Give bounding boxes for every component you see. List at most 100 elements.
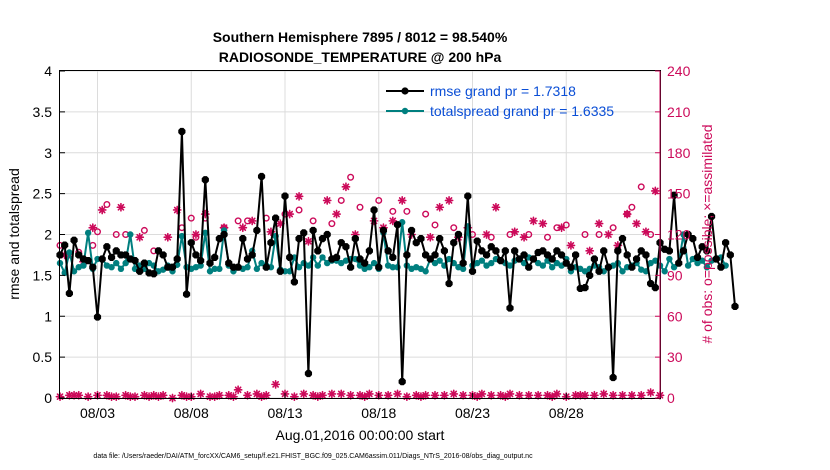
obs-possible-point xyxy=(356,203,364,211)
obs-possible-point xyxy=(581,230,589,238)
rmse-point xyxy=(539,247,547,255)
rmse-point xyxy=(412,239,420,247)
rmse-point xyxy=(473,237,481,245)
totalspread-point xyxy=(314,262,322,269)
rmse-point xyxy=(693,253,702,261)
rmse-point xyxy=(295,234,303,243)
totalspread-point xyxy=(370,259,378,267)
rmse-point xyxy=(628,263,636,271)
rmse-point xyxy=(243,255,252,263)
rmse-point xyxy=(572,251,580,259)
rmse-point xyxy=(356,255,364,263)
rmse-point xyxy=(567,263,575,271)
rmse-point xyxy=(225,259,233,267)
rmse-point xyxy=(379,226,388,235)
rmse-point xyxy=(492,247,500,255)
obs-assimilated-point xyxy=(196,389,206,399)
rmse-point xyxy=(595,267,603,275)
rmse-point xyxy=(703,247,711,255)
rmse-point xyxy=(272,214,280,222)
totalspread-point xyxy=(253,265,261,273)
obs-assimilated-point xyxy=(130,392,140,402)
y-tick-label-right: 30 xyxy=(667,349,683,365)
rmse-point xyxy=(501,247,509,255)
obs-assimilated-point xyxy=(388,216,398,226)
totalspread-point xyxy=(211,265,218,273)
rmse-point xyxy=(150,270,158,278)
totalspread-point xyxy=(305,262,312,269)
rmse-point xyxy=(75,251,83,259)
obs-possible-point xyxy=(450,224,458,232)
obs-assimilated-point xyxy=(111,392,121,402)
obs-assimilated-point xyxy=(214,390,224,400)
series-layer xyxy=(55,127,739,403)
totalspread-point xyxy=(703,264,711,271)
y-tick-label-left: 2 xyxy=(44,227,52,243)
obs-assimilated-point xyxy=(397,196,407,205)
obs-assimilated-point xyxy=(632,219,641,228)
obs-assimilated-point xyxy=(529,216,538,226)
rmse-point xyxy=(482,251,491,259)
y-tick-label-right: 180 xyxy=(667,145,691,161)
obs-assimilated-point xyxy=(346,390,356,400)
rmse-point xyxy=(426,255,434,263)
obs-assimilated-point xyxy=(332,209,341,219)
obs-assimilated-point xyxy=(318,390,327,400)
rmse-point xyxy=(154,247,163,255)
y-tick-label-left: 0 xyxy=(44,390,52,406)
obs-possible-point xyxy=(337,196,345,204)
obs-assimilated-point xyxy=(97,205,107,215)
rmse-point xyxy=(182,290,191,298)
obs-assimilated-point xyxy=(533,390,543,400)
obs-possible-point xyxy=(112,230,120,238)
obs-assimilated-point xyxy=(383,390,393,400)
totalspread-point xyxy=(661,268,668,275)
rmse-point xyxy=(712,255,720,263)
rmse-point xyxy=(389,253,397,261)
totalspread-point xyxy=(478,257,486,264)
rmse-point xyxy=(684,230,692,239)
rmse-point xyxy=(623,251,631,259)
rmse-point xyxy=(309,226,317,235)
rmse-point xyxy=(136,267,144,275)
rmse-point xyxy=(361,259,369,267)
totalspread-point xyxy=(338,259,345,267)
rmse-point xyxy=(351,234,359,243)
obs-possible-point xyxy=(544,233,552,241)
y-tick-label-left: 3 xyxy=(44,145,52,161)
rmse-point xyxy=(515,255,523,263)
obs-assimilated-point xyxy=(552,389,562,399)
rmse-point xyxy=(450,239,458,247)
obs-assimilated-point xyxy=(294,191,304,201)
legend-marker xyxy=(401,107,409,115)
obs-assimilated-point xyxy=(430,390,440,400)
obs-possible-point xyxy=(347,173,355,181)
rmse-point xyxy=(543,251,552,259)
totalspread-point xyxy=(216,265,223,273)
obs-possible-point xyxy=(389,207,397,215)
x-tick-label: 08/03 xyxy=(80,405,115,421)
totalspread-point xyxy=(548,264,556,271)
obs-assimilated-point xyxy=(243,390,252,400)
rmse-point xyxy=(586,271,594,279)
rmse-point xyxy=(93,313,102,321)
totalspread-point xyxy=(670,264,678,271)
y-tick-label-left: 1 xyxy=(44,308,52,324)
obs-possible-point xyxy=(403,207,411,215)
rmse-point xyxy=(290,278,298,286)
obs-assimilated-point xyxy=(135,232,145,242)
obs-possible-point xyxy=(422,210,430,218)
rmse-point xyxy=(318,234,327,243)
y-tick-label-left: 0.5 xyxy=(33,349,53,365)
rmse-point xyxy=(670,191,678,199)
rmse-point xyxy=(707,212,716,221)
obs-assimilated-point xyxy=(482,230,491,239)
rmse-point xyxy=(407,226,416,235)
obs-possible-point xyxy=(309,217,317,225)
y-tick-label-right: 60 xyxy=(667,308,683,324)
rmse-point xyxy=(511,247,519,255)
rmse-point xyxy=(557,251,566,259)
obs-assimilated-point xyxy=(599,389,609,399)
obs-assimilated-point xyxy=(618,390,627,400)
